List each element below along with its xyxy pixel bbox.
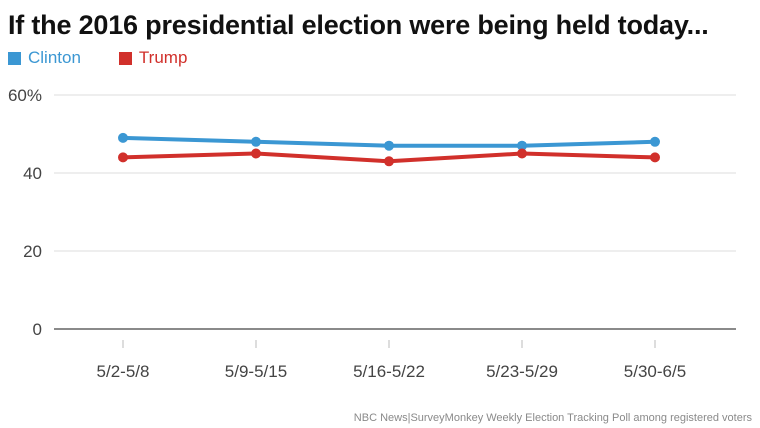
data-point-clinton [118, 132, 128, 143]
data-point-trump [384, 156, 394, 167]
data-point-trump [650, 152, 660, 163]
legend-swatch-trump [118, 51, 132, 65]
legend-item-clinton: Clinton [8, 48, 81, 68]
chart-title: If the 2016 presidential election were b… [8, 10, 709, 40]
data-point-clinton [517, 140, 527, 151]
data-point-trump [251, 148, 261, 159]
legend-item-trump: Trump [118, 48, 188, 68]
legend-label-trump: Trump [138, 48, 188, 67]
data-point-clinton [384, 140, 394, 151]
x-tick-label: 5/23-5/29 [486, 362, 558, 381]
legend-label-clinton: Clinton [28, 48, 81, 67]
data-point-trump [118, 152, 128, 163]
x-tick-label: 5/16-5/22 [353, 362, 425, 381]
x-tick-label: 5/9-5/15 [225, 362, 287, 381]
y-tick-label: 20 [23, 242, 42, 261]
data-point-trump [517, 148, 527, 159]
y-tick-label: 40 [23, 164, 42, 183]
legend-swatch-clinton [8, 51, 21, 65]
data-point-clinton [650, 136, 660, 147]
source-note: NBC News|SurveyMonkey Weekly Election Tr… [353, 412, 752, 424]
legend: Clinton Trump [8, 48, 187, 68]
y-tick-label: 0 [33, 320, 42, 339]
x-tick-label: 5/2-5/8 [97, 362, 150, 381]
data-point-clinton [251, 136, 261, 147]
y-tick-label: 60% [8, 86, 42, 105]
x-tick-label: 5/30-6/5 [624, 362, 686, 381]
